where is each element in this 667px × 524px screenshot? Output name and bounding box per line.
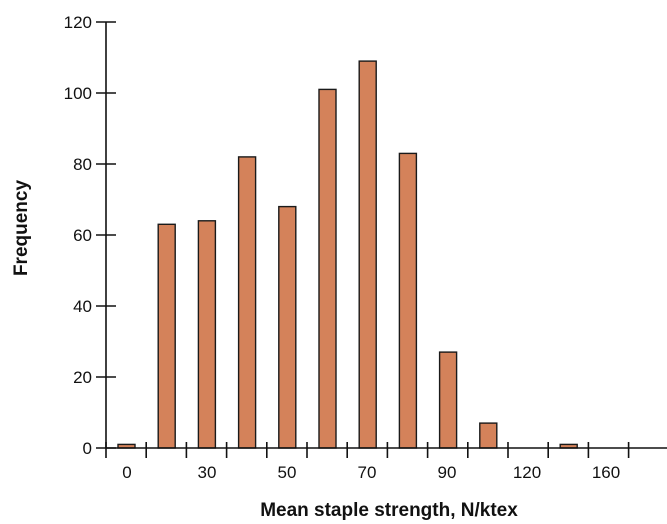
bar-3 [237,156,257,449]
bars-group [117,60,578,449]
y-tick-label-20: 20 [73,368,92,387]
bar-2 [197,220,217,449]
y-tick-label-120: 120 [64,13,92,32]
bar-5 [318,88,337,449]
y-tick-label-60: 60 [73,226,92,245]
bar-9 [479,422,498,449]
x-tick-label-1: 30 [198,463,217,482]
bar-1 [157,223,176,449]
x-tick-label-6: 160 [592,463,620,482]
x-tick-label-0: 0 [122,463,131,482]
x-axis-title: Mean staple strength, N/ktex [260,500,518,521]
y-tick-label-100: 100 [64,84,92,103]
bar-6 [358,60,377,449]
x-tick-label-5: 120 [513,463,541,482]
y-axis-title: Frequency [11,180,32,277]
bar-4 [278,205,297,449]
y-ticks-group: 0 20 40 60 80 100 120 [64,13,116,458]
bar-8 [438,351,458,449]
x-tick-label-2: 50 [278,463,297,482]
bar-7 [398,152,418,449]
x-tick-label-3: 70 [358,463,377,482]
x-ticks-group: 0 30 50 70 90 120 160 [105,442,630,482]
y-tick-label-80: 80 [73,155,92,174]
x-tick-label-4: 90 [438,463,457,482]
y-tick-label-40: 40 [73,297,92,316]
y-tick-label-0: 0 [83,439,92,458]
